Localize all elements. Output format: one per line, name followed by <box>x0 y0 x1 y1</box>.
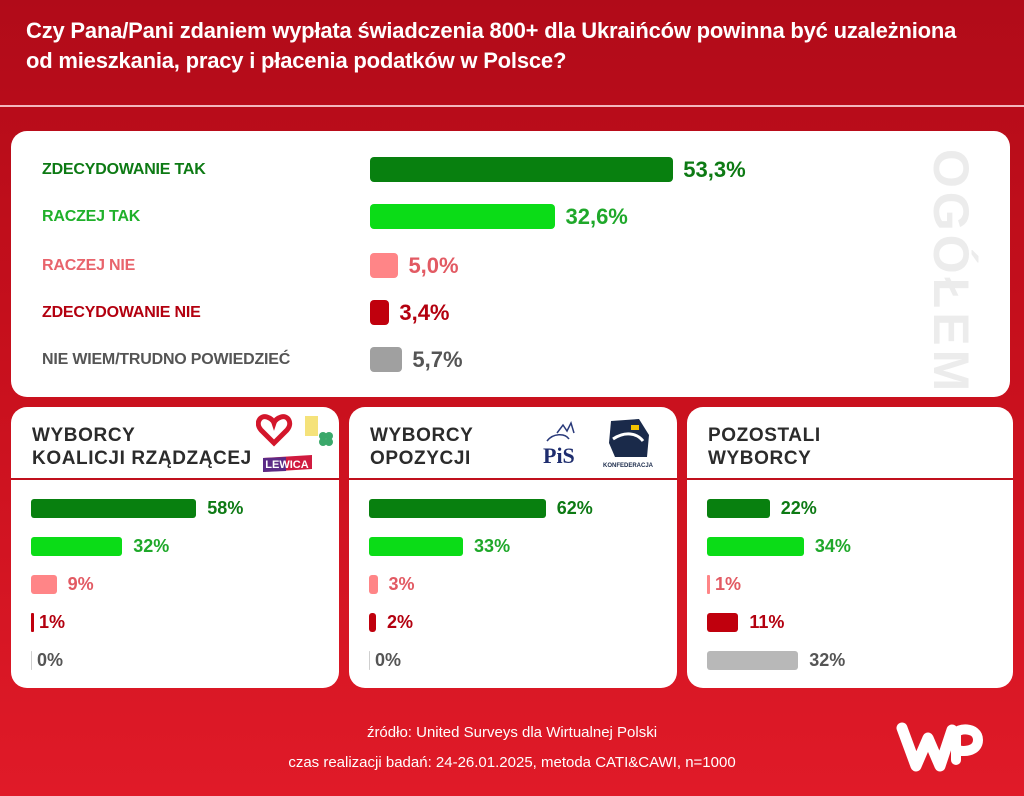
chart-title: Czy Pana/Pani zdaniem wypłata świadczeni… <box>26 18 957 73</box>
panel-row-raczej-tak: 32% <box>11 534 339 558</box>
pis-logo-text: PiS <box>543 443 575 468</box>
panel-title: WYBORCY KOALICJI RZĄDZĄCEJ <box>32 425 252 469</box>
overall-row-zdecydowanie-tak: ZDECYDOWANIE TAK 53,3% <box>11 155 1010 185</box>
bar-nie-wiem <box>707 651 799 670</box>
bar-raczej-tak <box>369 537 464 556</box>
panel-row-zdecydowanie-nie: 1% <box>11 610 339 634</box>
panel-row-nie-wiem: 0% <box>349 648 677 672</box>
panel-row-raczej-nie: 9% <box>11 572 339 596</box>
bar-raczej-tak <box>31 537 123 556</box>
panel-row-zdecydowanie-tak: 22% <box>687 496 1013 520</box>
category-label: NIE WIEM/TRUDNO POWIEDZIEĆ <box>42 351 291 368</box>
panel-title: WYBORCY OPOZYCJI <box>370 425 474 469</box>
panel-row-zdecydowanie-nie: 11% <box>687 610 1013 634</box>
panel-row-raczej-tak: 34% <box>687 534 1013 558</box>
pis-logo-icon: PiS <box>543 420 575 468</box>
header-divider <box>0 105 1024 107</box>
value-label: 22% <box>780 498 817 518</box>
panel-title: POZOSTALI WYBORCY <box>708 425 821 469</box>
value-label: 32,6% <box>565 204 628 229</box>
value-label: 1% <box>715 574 742 594</box>
panel-row-nie-wiem: 32% <box>687 648 1013 672</box>
bar-raczej-nie <box>369 575 378 594</box>
overall-row-raczej-tak: RACZEJ TAK 32,6% <box>11 202 1010 232</box>
value-label: 58% <box>207 498 244 518</box>
value-label: 53,3% <box>683 157 746 182</box>
value-label: 3,4% <box>399 300 450 325</box>
category-label: RACZEJ TAK <box>42 208 141 225</box>
panel-other-voters: POZOSTALI WYBORCY 22% 34% 1% 11% 32% <box>687 407 1013 688</box>
panel-row-nie-wiem: 0% <box>11 648 339 672</box>
value-label: 32% <box>809 650 846 670</box>
value-label: 34% <box>814 536 851 556</box>
value-label: 33% <box>474 536 511 556</box>
value-label: 3% <box>388 574 415 594</box>
panel-row-zdecydowanie-tak: 62% <box>349 496 677 520</box>
panel-ruling-coalition: WYBORCY KOALICJI RZĄDZĄCEJ LEWICA 58% 32%… <box>11 407 339 688</box>
overall-row-raczej-nie: RACZEJ NIE 5,0% <box>11 251 1010 281</box>
panel-header: WYBORCY KOALICJI RZĄDZĄCEJ LEWICA <box>11 407 339 480</box>
coalition-logos: LEWICA <box>256 414 333 472</box>
bar-zdecydowanie-nie <box>707 613 739 632</box>
konfederacja-logo-icon: KONFEDERACJA <box>603 419 654 469</box>
heart-logo-icon <box>256 414 293 447</box>
trzecia-droga-logo-icon <box>305 416 318 436</box>
wp-logo-icon <box>896 722 983 772</box>
bar-raczej-tak <box>707 537 804 556</box>
opposition-logos: PiS KONFEDERACJA <box>543 419 654 469</box>
panel-header: POZOSTALI WYBORCY <box>687 407 1013 480</box>
panel-opposition: WYBORCY OPOZYCJI PiS KONFEDERACJA 62% 33%… <box>349 407 677 688</box>
value-label: 9% <box>67 574 94 594</box>
bar-zdecydowanie-tak <box>369 499 546 518</box>
overall-row-zdecydowanie-nie: ZDECYDOWANIE NIE 3,4% <box>11 298 1010 328</box>
bar-raczej-nie <box>31 575 57 594</box>
bar-nie-wiem <box>31 651 32 670</box>
konfederacja-logo-text: KONFEDERACJA <box>603 463 654 469</box>
value-label: 5,0% <box>408 253 459 278</box>
panel-row-raczej-nie: 1% <box>687 572 1013 596</box>
source-text: źródło: United Surveys dla Wirtualnej Po… <box>366 724 658 741</box>
panel-row-raczej-tak: 33% <box>349 534 677 558</box>
value-label: 1% <box>39 612 66 632</box>
overall-label: OGÓŁEM <box>923 149 979 396</box>
category-label: ZDECYDOWANIE TAK <box>42 161 206 178</box>
bar-nie-wiem <box>369 651 370 670</box>
methodology-text: czas realizacji badań: 24-26.01.2025, me… <box>288 754 736 771</box>
bar-zdecydowanie-tak <box>707 499 770 518</box>
lewica-logo-text: LEWICA <box>265 459 308 471</box>
panel-row-zdecydowanie-tak: 58% <box>11 496 339 520</box>
overall-chart-card: OGÓŁEM ZDECYDOWANIE TAK 53,3% RACZEJ TAK 32… <box>11 131 1010 397</box>
value-label: 62% <box>556 498 593 518</box>
category-label: RACZEJ NIE <box>42 257 136 274</box>
bar-zdecydowanie-nie <box>31 613 34 632</box>
bar-zdecydowanie-nie <box>369 613 376 632</box>
value-label: 5,7% <box>412 347 463 372</box>
value-label: 2% <box>387 612 414 632</box>
bar-raczej-nie <box>707 575 710 594</box>
bar-nie-wiem <box>370 347 403 372</box>
bar-zdecydowanie-nie <box>370 300 390 325</box>
overall-row-nie-wiem: NIE WIEM/TRUDNO POWIEDZIEĆ 5,7% <box>11 345 1010 375</box>
clover-icon <box>319 432 333 446</box>
panel-row-zdecydowanie-nie: 2% <box>349 610 677 634</box>
bar-zdecydowanie-tak <box>370 157 674 182</box>
value-label: 0% <box>37 650 64 670</box>
value-label: 11% <box>749 612 785 632</box>
panel-header: WYBORCY OPOZYCJI PiS KONFEDERACJA <box>349 407 677 480</box>
bar-raczej-tak <box>370 204 556 229</box>
category-label: ZDECYDOWANIE NIE <box>42 304 201 321</box>
panel-row-raczej-nie: 3% <box>349 572 677 596</box>
bar-zdecydowanie-tak <box>31 499 197 518</box>
bar-raczej-nie <box>370 253 399 278</box>
value-label: 0% <box>375 650 402 670</box>
value-label: 32% <box>133 536 170 556</box>
